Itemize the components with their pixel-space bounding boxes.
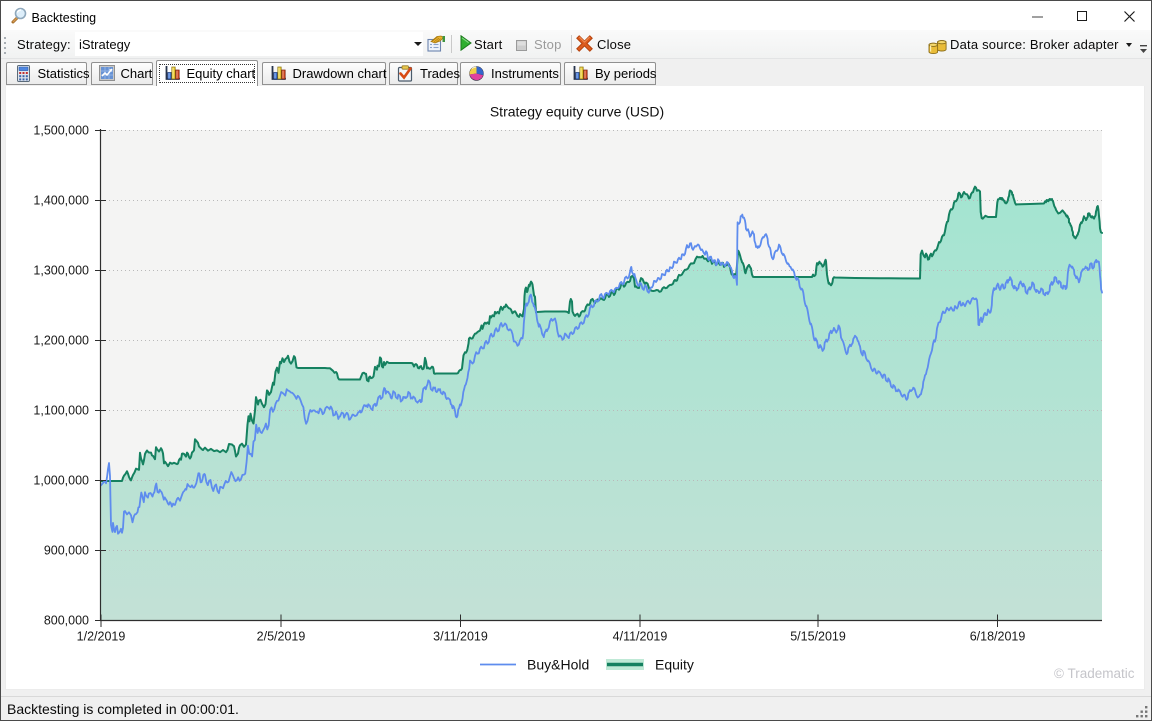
svg-text:4/11/2019: 4/11/2019 (613, 630, 668, 644)
svg-text:800,000: 800,000 (44, 614, 89, 628)
svg-text:Strategy equity curve (USD): Strategy equity curve (USD) (490, 104, 664, 120)
svg-text:1,500,000: 1,500,000 (33, 124, 89, 138)
svg-text:6/18/2019: 6/18/2019 (970, 630, 1026, 644)
svg-text:5/15/2019: 5/15/2019 (790, 630, 846, 644)
svg-text:1,200,000: 1,200,000 (33, 334, 89, 348)
svg-text:1,400,000: 1,400,000 (33, 194, 89, 208)
svg-text:© Tradematic: © Tradematic (1054, 666, 1135, 681)
svg-text:1,300,000: 1,300,000 (33, 264, 89, 278)
svg-text:1/2/2019: 1/2/2019 (77, 630, 126, 644)
svg-text:1,100,000: 1,100,000 (33, 404, 89, 418)
svg-text:900,000: 900,000 (44, 544, 89, 558)
svg-text:2/5/2019: 2/5/2019 (257, 630, 306, 644)
svg-text:1,000,000: 1,000,000 (33, 474, 89, 488)
svg-text:Buy&Hold: Buy&Hold (527, 657, 589, 673)
svg-text:Equity: Equity (655, 657, 694, 673)
svg-text:3/11/2019: 3/11/2019 (433, 630, 488, 644)
